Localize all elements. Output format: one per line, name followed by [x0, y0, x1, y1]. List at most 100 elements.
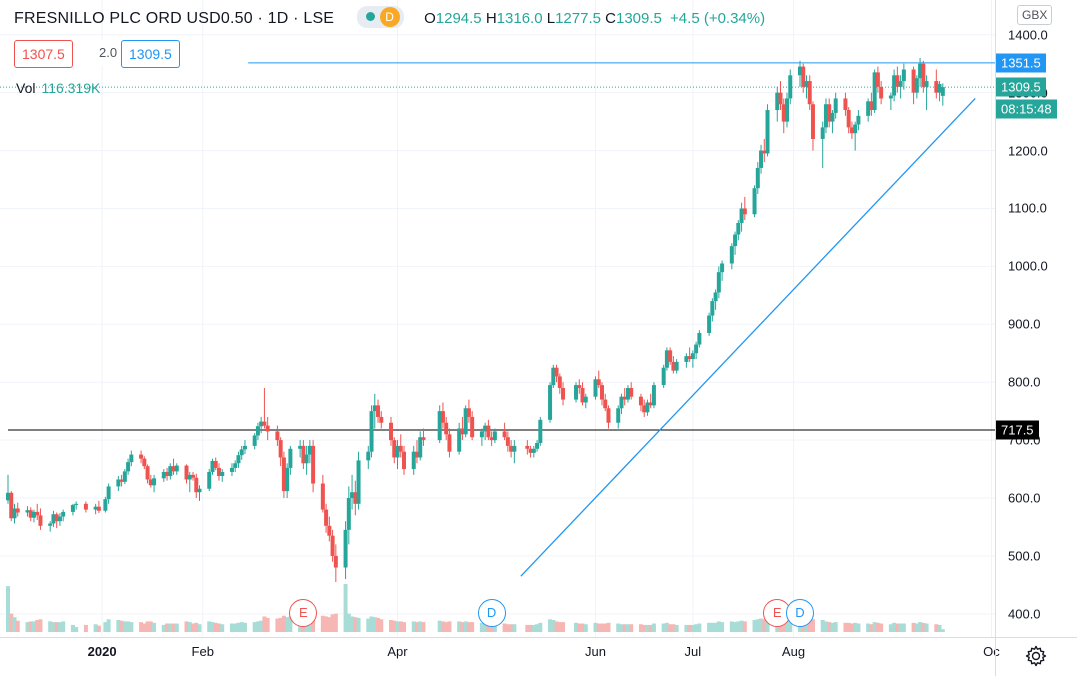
- dividend-event-marker[interactable]: D: [477, 599, 506, 627]
- earnings-event-marker[interactable]: E: [289, 599, 318, 627]
- volume-bar: [713, 622, 718, 632]
- candle-body: [343, 529, 348, 568]
- volume-bar: [366, 618, 371, 632]
- volume-bar: [252, 622, 257, 632]
- candle-body: [720, 263, 725, 273]
- candle-body: [74, 503, 79, 505]
- gear-icon[interactable]: [1024, 644, 1048, 668]
- volume-value: 116.319K: [41, 80, 101, 96]
- volume-bar: [191, 623, 196, 632]
- volume-bar: [577, 623, 582, 632]
- candle-body: [557, 376, 562, 388]
- price-change: +4.5 (+0.34%): [670, 10, 766, 28]
- candle-body: [25, 510, 30, 513]
- price-tick-label: 1200.0: [1008, 143, 1048, 159]
- candle-body: [755, 167, 760, 189]
- candle-body: [372, 405, 377, 412]
- candle-body: [320, 483, 325, 510]
- volume-bar: [642, 624, 647, 632]
- candle-body: [710, 301, 715, 316]
- volume-bar: [622, 624, 627, 632]
- price-axis[interactable]: GBX 1400.01300.01200.01100.01000.0900.08…: [995, 0, 1077, 637]
- volume-bar: [762, 619, 767, 632]
- candle-body: [895, 75, 900, 87]
- time-tick-label: 2020: [87, 644, 117, 659]
- candle-body: [823, 104, 828, 128]
- volume-bar: [398, 621, 403, 632]
- volume-bar: [119, 620, 124, 632]
- low-label: L: [546, 10, 556, 28]
- volume-bar: [161, 624, 166, 632]
- volume-bar: [823, 621, 828, 632]
- volume-bar: [389, 620, 394, 632]
- volume-bar: [921, 622, 926, 632]
- candle-body: [168, 466, 173, 477]
- candle-body: [327, 525, 332, 536]
- candle-body: [369, 411, 374, 452]
- market-status-pill[interactable]: D: [356, 6, 404, 28]
- sell-price-button[interactable]: 1307.5: [14, 40, 73, 68]
- volume-bar: [145, 621, 150, 632]
- time-axis[interactable]: 2020 Feb Apr Jun Jul Aug Oc: [0, 637, 1000, 676]
- volume-bar: [879, 623, 884, 632]
- candle-body: [853, 124, 858, 134]
- candle-body: [330, 535, 335, 556]
- candle-body: [833, 98, 838, 113]
- volume-bar: [849, 623, 854, 632]
- candle-body: [599, 385, 604, 400]
- dividend-event-marker[interactable]: D: [785, 599, 814, 627]
- volume-bar: [810, 619, 815, 632]
- volume-bar: [872, 622, 877, 632]
- volume-bar: [599, 623, 604, 632]
- volume-bar: [755, 619, 760, 632]
- candle-body: [463, 408, 468, 435]
- volume-bar: [525, 624, 530, 632]
- volume-bar: [93, 624, 98, 632]
- volume-bar: [489, 622, 494, 632]
- volume-bar: [372, 617, 377, 632]
- candle-body: [187, 474, 192, 480]
- candle-body: [304, 454, 309, 464]
- settings-corner[interactable]: [995, 637, 1077, 676]
- candle-body: [593, 379, 598, 397]
- candle-body: [616, 408, 621, 423]
- volume-bar: [142, 623, 147, 632]
- candle-body: [259, 421, 264, 427]
- volume-bar: [376, 617, 381, 632]
- buy-price-button[interactable]: 1309.5: [121, 40, 180, 68]
- volume-bar: [165, 623, 170, 632]
- candle-body: [262, 421, 267, 426]
- candle-body: [324, 509, 329, 526]
- volume-bar: [671, 624, 676, 632]
- candle-body: [642, 405, 647, 413]
- volume-bar: [888, 624, 893, 632]
- candle-body: [129, 454, 134, 463]
- volume-bar: [616, 623, 621, 632]
- candle-body: [444, 422, 449, 435]
- candle-body: [603, 399, 608, 409]
- volume-bar: [320, 615, 325, 632]
- trend-line: [520, 97, 976, 577]
- low-value: 1277.5: [555, 10, 601, 28]
- candle-body: [392, 440, 397, 458]
- volume-bar: [444, 622, 449, 632]
- volume-bar: [875, 622, 880, 632]
- symbol-title[interactable]: FRESNILLO PLC ORD USD0.50 · 1D · LSE: [14, 10, 335, 28]
- volume-bar: [207, 621, 212, 632]
- volume-bar: [629, 624, 634, 632]
- candle-body: [301, 445, 306, 464]
- candle-body: [145, 466, 150, 480]
- volume-bar: [528, 624, 533, 632]
- volume-bar: [759, 618, 764, 632]
- candle-body: [479, 431, 484, 438]
- ohlc-values: O1294.5 H1316.0 L1277.5 C1309.5 +4.5 (+0…: [424, 10, 765, 27]
- volume-bar: [184, 621, 189, 632]
- candle-body: [830, 112, 835, 122]
- volume-bar: [742, 621, 747, 632]
- currency-label[interactable]: GBX: [1017, 5, 1053, 25]
- price-chart[interactable]: [0, 0, 995, 637]
- candle-body: [664, 350, 669, 368]
- candle-body: [548, 385, 553, 420]
- volume-bar: [421, 622, 426, 632]
